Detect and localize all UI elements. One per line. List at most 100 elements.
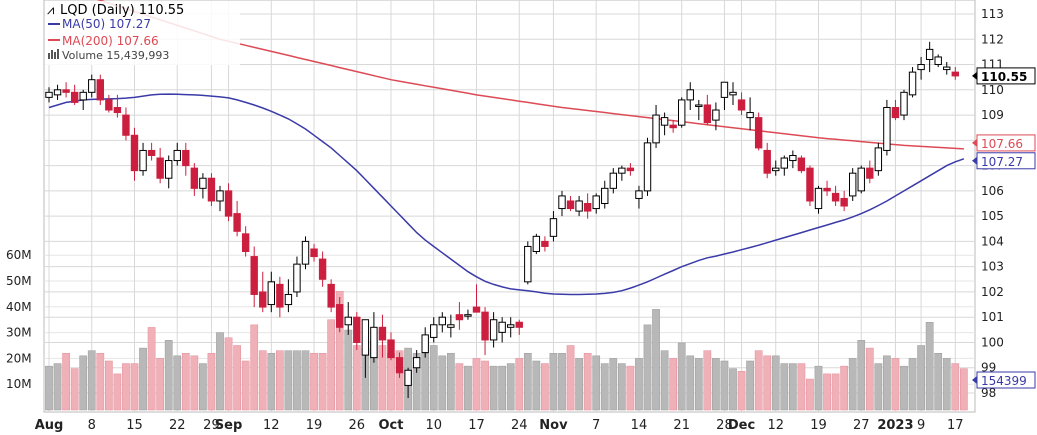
- volume-bar: [618, 363, 626, 411]
- axis-labels: 9899100101102103104105106107108109110111…: [6, 7, 1036, 433]
- volume-bar: [600, 363, 609, 411]
- candle-body: [267, 281, 276, 306]
- volume-bar: [720, 360, 729, 411]
- volume-bar: [592, 355, 601, 411]
- candle-body: [182, 149, 190, 167]
- candle-body: [549, 218, 558, 237]
- candle-body: [216, 190, 224, 202]
- volume-bar: [387, 352, 395, 411]
- date-tick-label: 26: [349, 418, 366, 433]
- volume-bar: [737, 371, 746, 411]
- candle-body: [729, 91, 737, 96]
- candle-body: [515, 321, 523, 328]
- candle-body: [601, 187, 609, 204]
- candle-body: [609, 172, 617, 189]
- volume-bar: [883, 355, 891, 411]
- candle-body: [541, 240, 549, 247]
- volume-bar: [891, 358, 900, 411]
- candle-body: [404, 369, 412, 386]
- volume-bar: [840, 365, 848, 411]
- date-tick-label: Aug: [35, 418, 64, 433]
- date-tick-label: 17: [947, 418, 964, 433]
- price-tick-label: 110: [981, 83, 1004, 97]
- candle-body: [241, 233, 250, 253]
- volume-bar: [62, 352, 70, 411]
- volume-bar: [267, 352, 276, 411]
- volume-bar: [421, 352, 430, 411]
- volume-bar: [549, 352, 558, 411]
- legend-volume: Volume 15,439,993: [62, 49, 169, 62]
- date-tick-label: 28: [716, 418, 733, 433]
- candle-body: [720, 81, 729, 98]
- last-price-flag-pointer: [972, 71, 977, 80]
- volume-bar: [498, 365, 506, 411]
- volume-bar: [113, 373, 122, 411]
- candle-body: [165, 160, 173, 179]
- volume-bar: [814, 365, 823, 411]
- volume-bar: [643, 324, 652, 411]
- price-tick-label: 103: [981, 260, 1004, 274]
- volume-bar: [395, 350, 404, 411]
- date-tick-label: 24: [511, 418, 528, 433]
- candle-body: [498, 321, 506, 333]
- candle-body: [438, 316, 447, 326]
- plot-frame: [43, 0, 976, 413]
- candle-body: [712, 109, 720, 121]
- candle-body: [336, 304, 344, 328]
- volume-bar: [541, 363, 549, 411]
- legend-volume-icon: [48, 49, 59, 59]
- candle-body: [686, 89, 694, 101]
- candle-body: [79, 91, 87, 101]
- candle-body: [669, 124, 677, 129]
- volume-bar: [173, 355, 182, 411]
- candle-body: [327, 283, 335, 308]
- volume-bar: [164, 340, 173, 411]
- volume-bar: [874, 363, 883, 411]
- price-tick-label: 109: [981, 108, 1004, 122]
- volume-bar: [763, 355, 772, 411]
- candle-body: [199, 177, 207, 189]
- volume-tick-label: 40M: [6, 300, 32, 314]
- candle-body: [763, 149, 771, 174]
- volume-bar: [70, 368, 79, 411]
- ma50-value-flag: 107.27: [981, 155, 1023, 169]
- candle-body: [925, 48, 934, 60]
- volume-bar: [900, 365, 908, 411]
- volume-bar: [258, 350, 267, 411]
- volume-bar: [53, 363, 62, 411]
- candle-body: [53, 89, 62, 96]
- candle-body: [703, 104, 712, 124]
- candle-body: [489, 319, 498, 341]
- candle-body: [575, 200, 583, 212]
- volume-bar: [960, 368, 968, 411]
- volume-bar: [609, 358, 618, 411]
- volume-bar: [87, 350, 96, 411]
- candle-body: [660, 117, 669, 126]
- legend-background: [45, 1, 240, 65]
- date-tick-label: 8: [88, 418, 96, 433]
- volume-bar: [481, 360, 489, 411]
- date-tick-label: 22: [169, 418, 186, 433]
- volume-bars: [45, 291, 968, 411]
- date-tick-label: Nov: [539, 418, 568, 433]
- volume-bar: [635, 358, 643, 411]
- candle-body: [558, 195, 566, 210]
- ma200-value-flag: 107.66: [981, 137, 1023, 151]
- candle-body: [455, 314, 464, 321]
- volume-bar: [925, 322, 934, 411]
- candle-body: [772, 167, 780, 172]
- candle-body: [113, 106, 122, 114]
- price-tick-label: 106: [981, 184, 1004, 198]
- price-tick-label: 105: [981, 209, 1004, 223]
- candle-body: [353, 316, 361, 343]
- volume-bar: [694, 358, 703, 411]
- candle-body: [96, 79, 104, 101]
- candle-body: [891, 106, 900, 119]
- volume-bar: [250, 324, 259, 411]
- candle-body: [831, 192, 840, 202]
- candle-body: [814, 187, 823, 210]
- volume-bar: [746, 360, 754, 411]
- date-tick-label: 12: [263, 418, 280, 433]
- last-price-flag: 110.55: [981, 70, 1027, 84]
